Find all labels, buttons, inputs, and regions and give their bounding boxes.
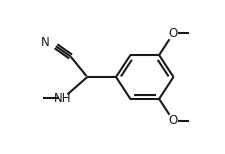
Text: N: N	[40, 36, 49, 49]
Text: O: O	[168, 114, 177, 127]
Text: O: O	[168, 27, 177, 40]
Text: NH: NH	[54, 92, 72, 105]
